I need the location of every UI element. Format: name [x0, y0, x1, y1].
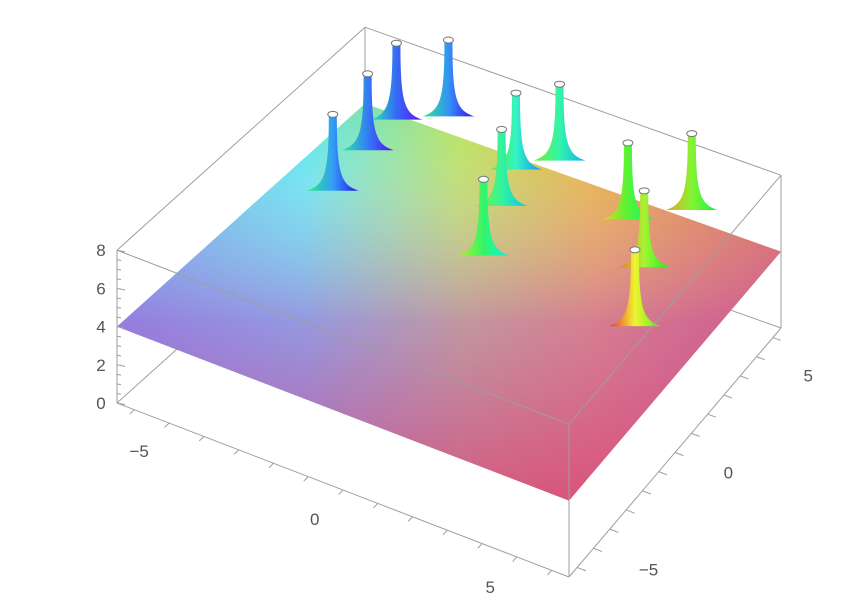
peak — [422, 36, 475, 117]
x-tick-mark — [477, 543, 483, 549]
z-tick-mark — [116, 373, 122, 376]
peak-spike — [618, 190, 671, 268]
x-tick-label: 0 — [310, 510, 319, 529]
peak — [457, 175, 510, 256]
z-tick-label: 6 — [96, 279, 105, 298]
x-tick-mark — [268, 462, 274, 469]
z-tick-mark — [116, 307, 122, 309]
x-tick-mark — [407, 516, 413, 522]
peak — [533, 80, 586, 161]
peak — [618, 187, 671, 268]
peak — [489, 89, 542, 170]
box-edge — [568, 174, 782, 425]
peak-cap — [510, 89, 522, 97]
peak — [608, 246, 661, 327]
surface — [117, 103, 781, 501]
y-tick-label: 5 — [804, 366, 813, 385]
y-tick-mark — [723, 394, 733, 399]
z-tick-mark — [116, 249, 126, 253]
y-tick-mark — [593, 547, 603, 553]
peak — [475, 125, 528, 206]
x-tick-mark — [338, 489, 344, 495]
box-edge — [116, 26, 366, 251]
z-tick-label: 8 — [96, 241, 105, 260]
y-tick-mark — [740, 375, 749, 380]
z-tick-label: 0 — [96, 394, 105, 413]
y-tick-mark — [674, 452, 684, 457]
y-tick-mark — [756, 356, 765, 361]
z-tick-mark — [116, 287, 126, 291]
y-tick-mark — [772, 337, 782, 341]
peak-cap — [390, 39, 402, 47]
z-tick-mark — [116, 278, 122, 281]
y-tick-mark — [609, 528, 619, 533]
peak-cap — [629, 246, 641, 254]
x-tick-mark — [198, 436, 205, 442]
z-tick-label: 4 — [96, 318, 105, 337]
peak-cap — [496, 125, 508, 133]
z-tick-mark — [116, 402, 126, 406]
x-tick-label: 5 — [486, 578, 495, 597]
z-tick-mark — [116, 335, 122, 338]
box-edge — [116, 249, 570, 425]
x-tick-mark — [512, 556, 518, 562]
x-tick-mark — [164, 422, 170, 428]
peak-cap — [638, 187, 650, 195]
x-tick-mark — [303, 476, 309, 482]
z-tick-mark — [116, 364, 126, 367]
peak-spike — [370, 43, 423, 120]
box-edge — [364, 26, 782, 176]
surface-shading — [117, 103, 781, 501]
z-tick-mark — [116, 383, 122, 386]
peak-cap — [327, 110, 339, 118]
peak — [306, 110, 359, 191]
x-tick-mark — [129, 409, 135, 415]
peak — [601, 139, 654, 220]
z-tick-mark — [116, 316, 122, 319]
z-tick-mark — [116, 354, 122, 357]
z-tick-mark — [116, 326, 126, 329]
x-tick-label: −5 — [129, 442, 148, 461]
peak-spike — [475, 129, 528, 206]
peak-cap — [686, 130, 698, 138]
peak-spike — [601, 142, 654, 220]
peak-spike — [457, 179, 510, 256]
peak — [370, 39, 423, 120]
z-tick-mark — [116, 268, 122, 271]
x-tick-mark — [233, 449, 240, 455]
z-tick-mark — [116, 345, 122, 347]
peak-spike — [665, 133, 718, 210]
z-tick-mark — [116, 297, 122, 300]
peak-cap — [622, 139, 634, 147]
peak-cap — [442, 36, 454, 44]
y-tick-mark — [625, 509, 635, 514]
peak — [341, 70, 394, 151]
y-tick-label: 0 — [724, 463, 733, 482]
peak — [665, 130, 718, 210]
peak-cap — [362, 70, 374, 78]
z-tick-mark — [116, 259, 122, 262]
axis-ticks: −5 0 5 −5 0 5 0 2 4 6 8 — [96, 241, 813, 597]
peak-spike — [489, 93, 542, 170]
peak-spike — [306, 114, 359, 191]
y-tick-mark — [576, 566, 586, 572]
peak-spike — [533, 84, 586, 161]
z-tick-mark — [116, 392, 122, 395]
y-tick-label: −5 — [639, 560, 658, 579]
x-tick-mark — [442, 529, 448, 536]
peak-spike — [341, 73, 394, 151]
peaks — [306, 36, 718, 327]
y-tick-mark — [658, 471, 668, 476]
x-tick-mark — [547, 569, 552, 576]
y-tick-mark — [642, 490, 652, 495]
z-tick-label: 2 — [96, 356, 105, 375]
peak-spike — [608, 249, 661, 327]
peak-cap — [554, 80, 566, 88]
x-tick-mark — [373, 503, 379, 509]
y-tick-mark — [691, 432, 700, 437]
peak-cap — [477, 175, 489, 183]
y-tick-mark — [707, 413, 717, 418]
peak-spike — [422, 40, 475, 117]
